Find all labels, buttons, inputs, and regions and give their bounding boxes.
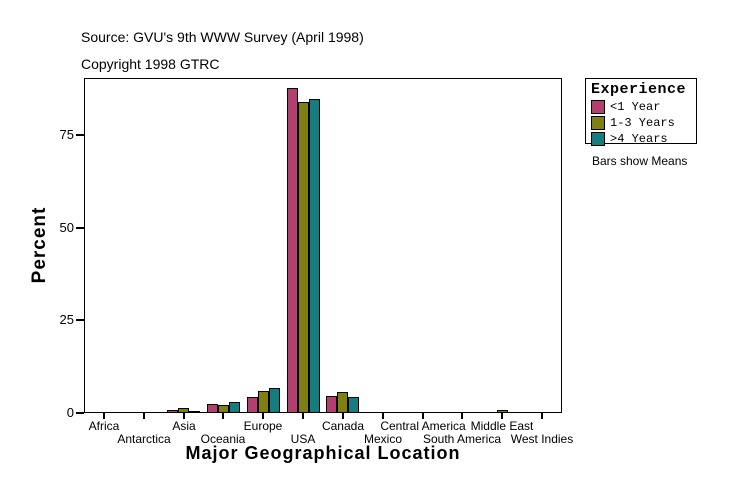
bar bbox=[377, 412, 388, 413]
bar bbox=[98, 412, 109, 413]
legend-item-label: <1 Year bbox=[610, 100, 661, 114]
y-tick-label: 0 bbox=[66, 405, 74, 420]
bar bbox=[167, 410, 178, 413]
bar bbox=[428, 412, 439, 413]
source-text: Source: GVU's 9th WWW Survey (April 1998… bbox=[81, 29, 364, 45]
category-label: USA bbox=[290, 432, 316, 446]
bar bbox=[486, 412, 497, 413]
legend-item: 1-3 Years bbox=[591, 116, 691, 130]
x-tick bbox=[501, 413, 503, 419]
bar bbox=[189, 411, 200, 413]
bar bbox=[526, 412, 537, 413]
legend-item: >4 Years bbox=[591, 132, 691, 146]
bar bbox=[326, 396, 337, 413]
legend-swatch-icon bbox=[591, 116, 605, 130]
category-label: Canada bbox=[321, 419, 365, 433]
y-tick bbox=[76, 319, 84, 322]
x-tick bbox=[461, 413, 463, 419]
x-tick bbox=[541, 413, 543, 419]
bar bbox=[207, 404, 218, 413]
bar bbox=[218, 405, 229, 413]
category-label: Mexico bbox=[363, 432, 402, 446]
bar bbox=[337, 392, 348, 413]
category-label: Asia bbox=[172, 419, 196, 433]
category-label: South America bbox=[422, 432, 502, 446]
bar bbox=[457, 412, 468, 413]
bar bbox=[287, 88, 298, 413]
legend-swatch-icon bbox=[591, 132, 605, 146]
x-tick bbox=[103, 413, 105, 419]
bar bbox=[417, 412, 428, 413]
bar bbox=[127, 412, 138, 413]
legend-item-label: 1-3 Years bbox=[610, 116, 675, 130]
x-axis-title: Major Geographical Location bbox=[185, 443, 461, 463]
bar bbox=[548, 412, 559, 413]
legend-box: Experience <1 Year 1-3 Years >4 Years bbox=[585, 78, 697, 146]
legend-items: <1 Year 1-3 Years >4 Years bbox=[591, 100, 691, 146]
bar bbox=[406, 412, 417, 413]
x-tick bbox=[183, 413, 185, 419]
bar bbox=[309, 99, 320, 413]
bar bbox=[149, 412, 160, 413]
x-tick bbox=[262, 413, 264, 419]
legend-swatch-icon bbox=[591, 100, 605, 114]
x-tick bbox=[342, 413, 344, 419]
legend-note: Bars show Means bbox=[592, 154, 688, 168]
bar bbox=[247, 397, 258, 413]
legend-item-label: >4 Years bbox=[610, 132, 668, 146]
y-tick bbox=[76, 412, 84, 414]
bar bbox=[468, 412, 479, 413]
bar bbox=[109, 412, 120, 413]
x-tick bbox=[143, 413, 145, 419]
bar bbox=[269, 388, 280, 413]
category-label: Antarctica bbox=[117, 432, 171, 446]
copyright-text: Copyright 1998 GTRC bbox=[81, 56, 220, 72]
bar bbox=[138, 412, 149, 413]
bar bbox=[87, 412, 98, 413]
legend-item: <1 Year bbox=[591, 100, 691, 114]
category-label: Oceania bbox=[200, 432, 246, 446]
x-tick bbox=[422, 413, 424, 419]
legend-title: Experience bbox=[591, 81, 687, 98]
plot-frame bbox=[84, 78, 562, 413]
category-label: West Indies bbox=[510, 432, 574, 446]
y-tick-label: 75 bbox=[59, 127, 74, 142]
x-tick bbox=[382, 413, 384, 419]
category-label: Middle East bbox=[470, 419, 534, 433]
category-label: Africa bbox=[88, 419, 120, 433]
bar bbox=[497, 410, 508, 413]
bar bbox=[446, 412, 457, 413]
y-tick bbox=[76, 134, 84, 136]
category-label: Europe bbox=[243, 419, 283, 433]
bar bbox=[229, 402, 240, 413]
x-tick bbox=[222, 413, 224, 419]
y-tick-label: 50 bbox=[59, 219, 74, 235]
category-label: Central America bbox=[380, 419, 466, 433]
y-tick bbox=[76, 226, 84, 229]
bar bbox=[508, 412, 519, 413]
bar bbox=[366, 412, 377, 413]
y-axis-title: Percent bbox=[29, 206, 50, 284]
bar bbox=[178, 408, 189, 413]
bar bbox=[298, 102, 309, 413]
x-tick bbox=[302, 413, 304, 419]
bar bbox=[258, 391, 269, 413]
y-tick-label: 25 bbox=[59, 312, 74, 328]
bar bbox=[348, 397, 359, 413]
bar bbox=[388, 412, 399, 413]
bar bbox=[537, 412, 548, 413]
